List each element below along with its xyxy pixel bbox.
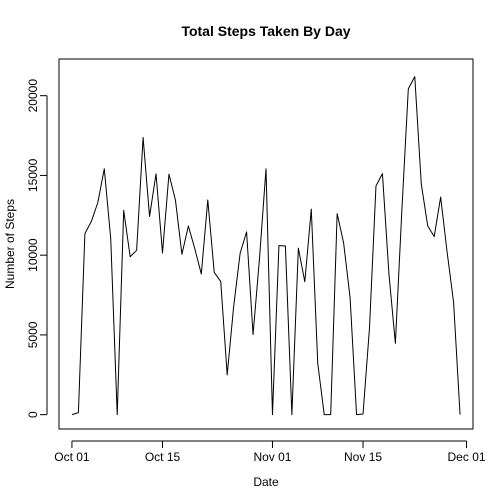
y-tick-label: 20000 [26,79,40,113]
y-tick-label: 10000 [26,238,40,272]
plot-area-frame [58,58,474,430]
y-axis-label: Number of Steps [3,199,17,289]
chart-title: Total Steps Taken By Day [181,23,350,39]
y-tick-label: 15000 [26,158,40,192]
x-axis-label: Date [253,475,279,489]
y-tick-label: 0 [26,411,40,418]
series-line [71,76,461,416]
y-tick-label: 5000 [26,321,40,348]
series-steps [71,76,461,416]
x-tick-label: Oct 01 [54,450,90,464]
y-axis: 0 5000 10000 15000 20000 [26,79,48,418]
x-tick-label: Nov 01 [253,450,291,464]
x-tick-label: Nov 15 [344,450,382,464]
x-tick-label: Oct 15 [145,450,181,464]
x-axis: Oct 01 Oct 15 Nov 01 Nov 15 Dec 01 [54,440,486,464]
x-tick-label: Dec 01 [448,450,486,464]
